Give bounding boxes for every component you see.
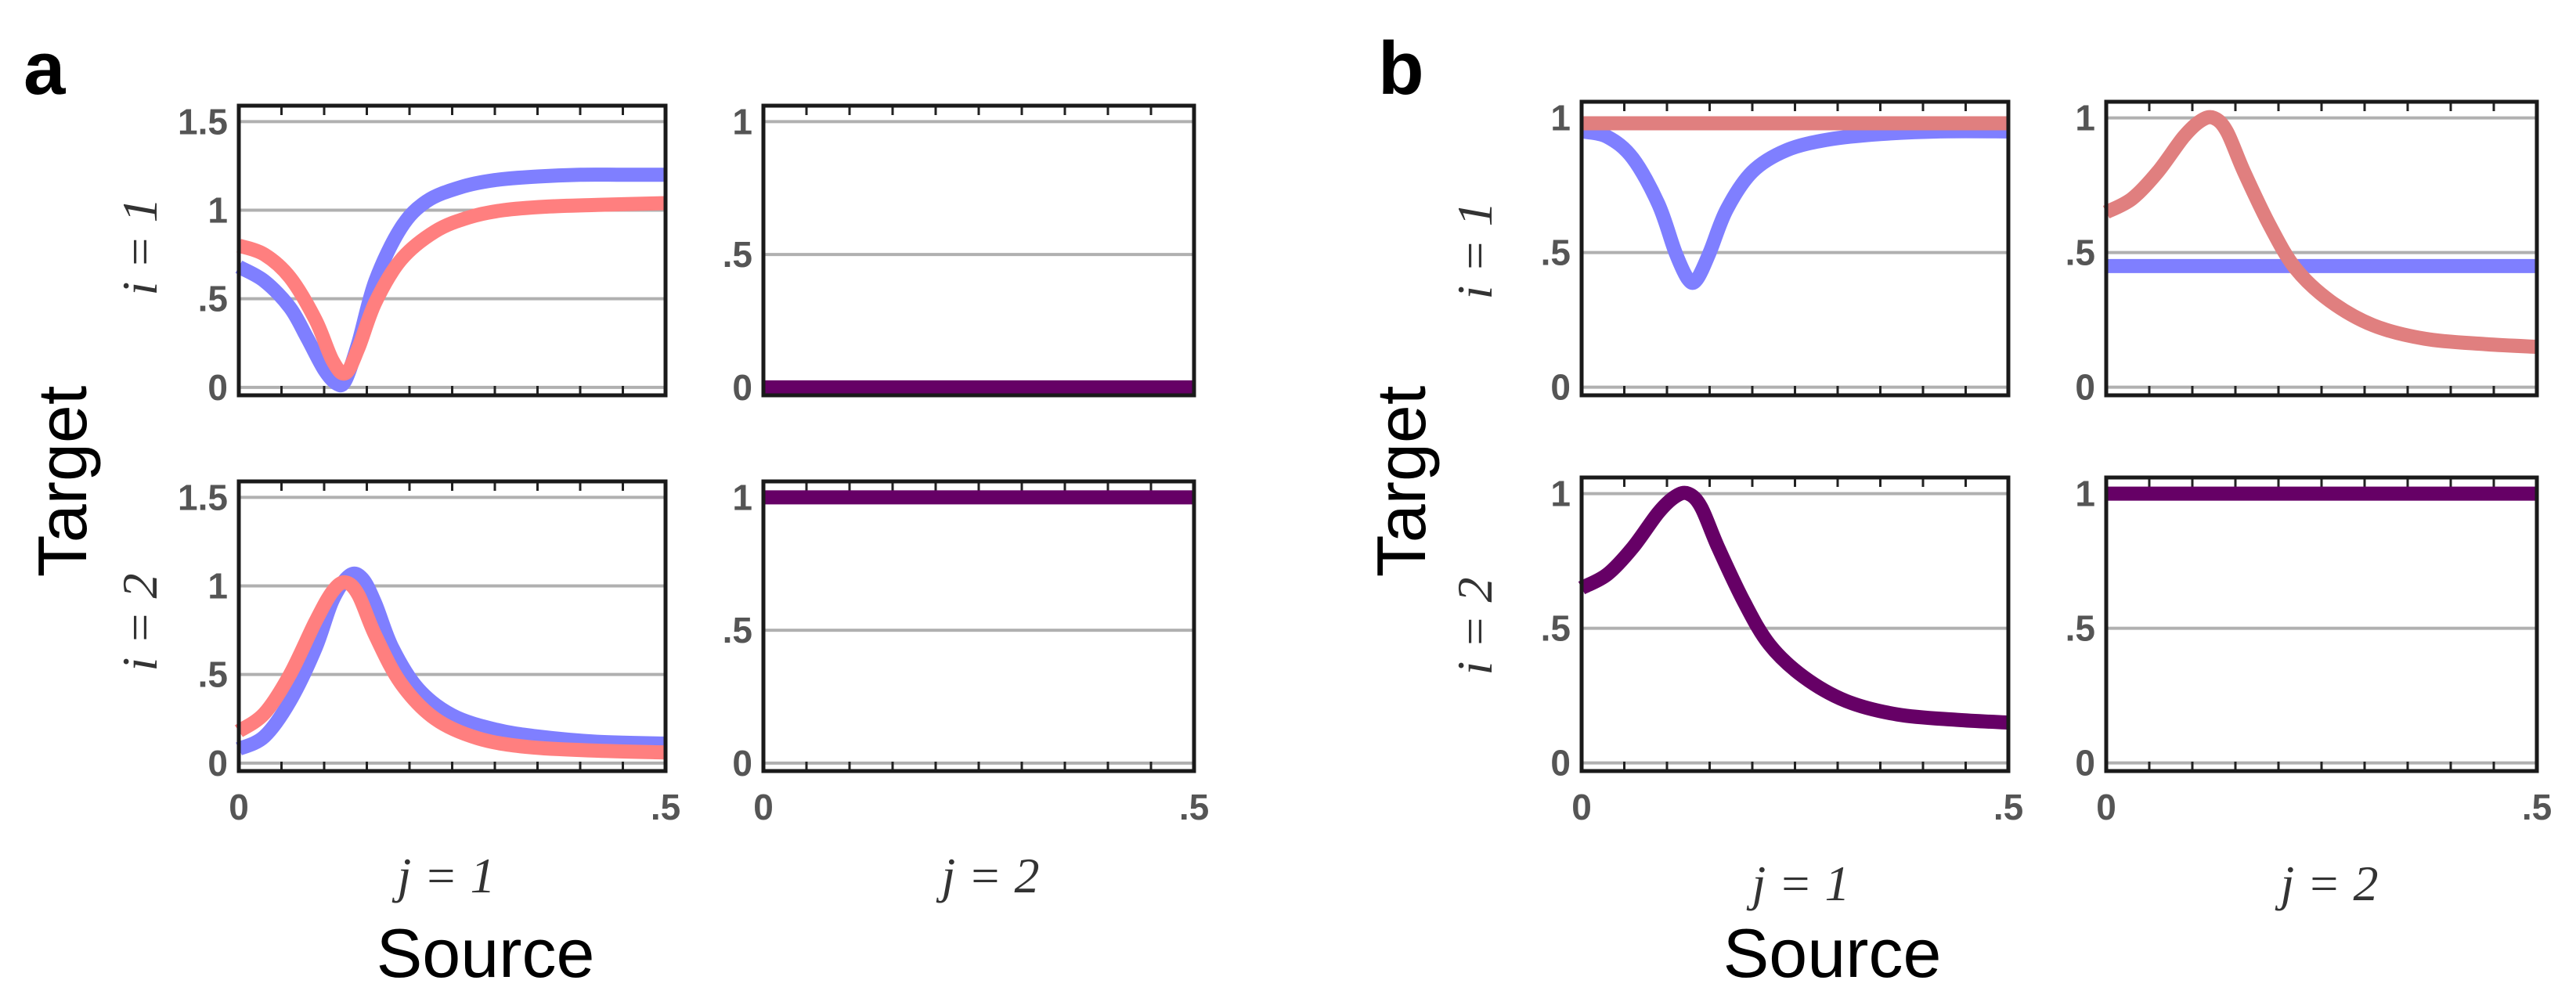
subplot-a-2-2-axes-frame — [761, 479, 1196, 773]
subplot-b-2-2-xtick-label-0: 0 — [2096, 787, 2116, 827]
subplot-a-1-2-ytick-label-1: .5 — [723, 234, 752, 275]
subplot-a-1-1-series-red — [236, 196, 666, 381]
subplot-b-2-2-xtick-label-1: .5 — [2522, 787, 2552, 827]
subplot-a-2-2-ytick-label-0: 0 — [732, 743, 752, 784]
subplots: 0.511.50.510.511.50.50.510.50.510.510.51… — [178, 98, 2552, 827]
subplot-b-2-2-axes-frame — [2104, 475, 2539, 773]
subplot-a-1-2-ytick-label-0: 0 — [732, 367, 752, 408]
subplot-a-1-2-ytick-label-2: 1 — [732, 101, 752, 142]
subplot-a-2-1-ytick-label-2: 1 — [207, 566, 228, 607]
subplot-a-2-1-ytick-label-0: 0 — [207, 743, 228, 784]
panel-b-letter: b — [1378, 27, 1424, 110]
subplot-a-2-1-ytick-label-3: 1.5 — [178, 477, 228, 517]
subplot-b-2-1-axes-frame — [1579, 475, 2011, 773]
subplot-a-1-1-axes-frame — [236, 103, 668, 398]
subplot-b-1-1-series-blue — [1580, 124, 2009, 290]
panel-b-ylabel: Target — [1362, 386, 1440, 578]
subplot-a-1-1-series-blue — [235, 168, 666, 393]
subplot-b-2-2: 0 .5 1 0 .5 — [2065, 474, 2553, 827]
subplot-a-2-1-series-blue — [236, 566, 666, 756]
subplot-b-2-1-ytick-label-0: 0 — [1550, 743, 1571, 784]
subplot-a-1-2: 0.51 — [723, 101, 1196, 408]
panel-a-row-label-1: i = 1 — [112, 198, 168, 296]
subplot-b-2-1-ytick-label-1: .5 — [1541, 608, 1571, 649]
panel-a-row-label-2: i = 2 — [112, 574, 168, 672]
subplot-a-2-2-ytick-label-1: .5 — [723, 610, 752, 650]
panel-b-xlabel: Source — [1723, 914, 1942, 991]
subplot-a-2-1-ytick-label-1: .5 — [198, 654, 228, 695]
subplot-b-1-2-ytick-label-1: .5 — [2065, 232, 2095, 273]
subplot-b-2-1-xtick-label-1: .5 — [1993, 787, 2023, 827]
panel-a-col-label-1: j = 1 — [392, 848, 496, 903]
subplot-a-2-1-axes-frame — [236, 479, 668, 773]
subplot-b-1-1-ytick-label-0: 0 — [1550, 367, 1571, 408]
subplot-b-1-2-ytick-label-2: 1 — [2075, 98, 2095, 139]
subplot-b-1-1-ytick-label-1: .5 — [1541, 232, 1571, 273]
panel-b-col-label-2: j = 2 — [2275, 856, 2379, 911]
subplot-a-2-1-xtick-label-1: .5 — [651, 787, 680, 827]
subplot-b-1-1: 0.51 — [1541, 98, 2011, 408]
subplot-a-1-1-ytick-label-1: .5 — [198, 279, 228, 319]
subplot-a-2-1-xtick-label-0: 0 — [229, 787, 249, 827]
subplot-b-2-1-ytick-label-2: 1 — [1550, 474, 1571, 514]
panel-a-ylabel: Target — [23, 386, 101, 578]
panel-a-xlabel: Source — [377, 914, 595, 991]
subplot-b-2-1-xtick-label-0: 0 — [1571, 787, 1592, 827]
subplot-b-1-1-axes-frame — [1579, 99, 2011, 398]
subplot-a-1-1-ytick-label-3: 1.5 — [178, 101, 228, 142]
subplot-b-1-1-ytick-label-2: 1 — [1550, 98, 1571, 139]
panel-b-col-label-1: j = 1 — [1747, 856, 1850, 911]
subplot-b-1-2: 0.51 — [2065, 98, 2539, 408]
subplot-a-2-2: 0 .5 1 0 .5 — [723, 477, 1210, 827]
subplot-a-1-2-axes-frame — [761, 103, 1196, 398]
subplot-b-1-2-axes-frame — [2104, 99, 2539, 398]
subplot-a-2-2-xtick-label-1: .5 — [1179, 787, 1209, 827]
panel-b-row-label-1: i = 1 — [1447, 202, 1503, 300]
subplot-a-1-1-ytick-label-2: 1 — [207, 190, 228, 231]
panel-a-letter: a — [23, 27, 66, 110]
subplot-a-2-1-series-red — [234, 575, 666, 760]
subplot-b-2-1: 0 .5 1 0 .5 — [1541, 474, 2024, 827]
subplot-b-2-2-ytick-label-1: .5 — [2065, 608, 2095, 649]
panel-a-col-label-2: j = 2 — [936, 848, 1040, 903]
subplot-a-2-2-ytick-label-2: 1 — [732, 477, 752, 517]
subplot-b-1-2-series-salmon — [2102, 110, 2538, 355]
subplot-b-1-2-ytick-label-0: 0 — [2075, 367, 2095, 408]
panel-b-row-label-2: i = 2 — [1447, 578, 1503, 676]
subplot-b-2-2-ytick-label-2: 1 — [2075, 474, 2095, 514]
subplot-b-2-1-series-purple — [1578, 485, 2009, 730]
subplot-b-2-2-ytick-label-0: 0 — [2075, 743, 2095, 784]
subplot-a-1-1: 0 .5 1 1.5 — [178, 101, 668, 408]
subplot-a-2-2-xtick-label-0: 0 — [753, 787, 774, 827]
subplot-a-1-1-ytick-label-0: 0 — [207, 367, 228, 408]
subplot-a-2-1: 0 .5 1 1.5 0 .5 — [178, 477, 680, 827]
